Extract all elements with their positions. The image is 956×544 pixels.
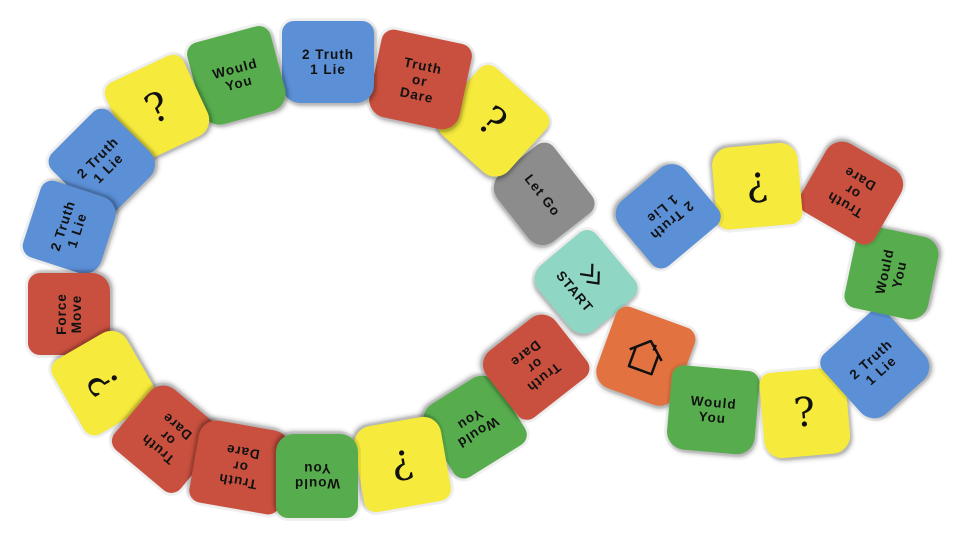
question-mark-icon: ? bbox=[78, 360, 130, 404]
tile-home[interactable] bbox=[591, 303, 699, 411]
tile-would-you-4[interactable]: Would You bbox=[665, 364, 761, 456]
tile-label: 2 Truth 1 Lie bbox=[301, 47, 354, 77]
tile-label: Truth or Dare bbox=[398, 53, 444, 106]
tile-truth-dare-1[interactable]: Truth or Dare bbox=[365, 27, 475, 133]
tile-label: 2 Truth 1 Lie bbox=[47, 198, 90, 253]
tile-label: Truth or Dare bbox=[137, 409, 195, 468]
double-chevron-icon bbox=[572, 260, 609, 297]
question-mark-icon: ? bbox=[386, 439, 418, 489]
tile-label: Truth or Dare bbox=[507, 337, 565, 396]
tile-label: Force Move bbox=[54, 293, 84, 335]
tile-two-truth-5[interactable]: 2 Truth 1 Lie bbox=[608, 156, 726, 274]
tile-label: Would You bbox=[690, 393, 738, 427]
tile-label: 2 Truth 1 Lie bbox=[846, 336, 900, 389]
tile-label: Would You bbox=[294, 461, 340, 491]
tile-would-you-3[interactable]: Would You bbox=[276, 434, 358, 518]
tile-start[interactable]: START bbox=[527, 225, 643, 341]
tile-two-truth-1[interactable]: 2 Truth 1 Lie bbox=[282, 21, 374, 103]
house-icon bbox=[612, 323, 678, 392]
tile-question-4[interactable]: ? bbox=[351, 414, 453, 514]
tile-label: 2 Truth 1 Lie bbox=[643, 192, 697, 244]
tile-label: 2 Truth 1 Lie bbox=[73, 134, 127, 187]
tile-label: Would You bbox=[454, 405, 502, 451]
tile-label: Truth or Dare bbox=[823, 164, 878, 222]
tile-question-6[interactable]: ? bbox=[710, 141, 804, 231]
tile-label: Truth or Dare bbox=[217, 441, 261, 493]
question-mark-icon: ? bbox=[138, 82, 178, 134]
question-mark-icon: ? bbox=[791, 389, 819, 437]
tile-label: Would You bbox=[210, 55, 260, 95]
tile-label: Would You bbox=[872, 247, 910, 296]
question-mark-icon: ? bbox=[743, 162, 771, 210]
question-mark-icon: ? bbox=[468, 97, 516, 147]
tile-label: Let Go bbox=[522, 171, 564, 219]
